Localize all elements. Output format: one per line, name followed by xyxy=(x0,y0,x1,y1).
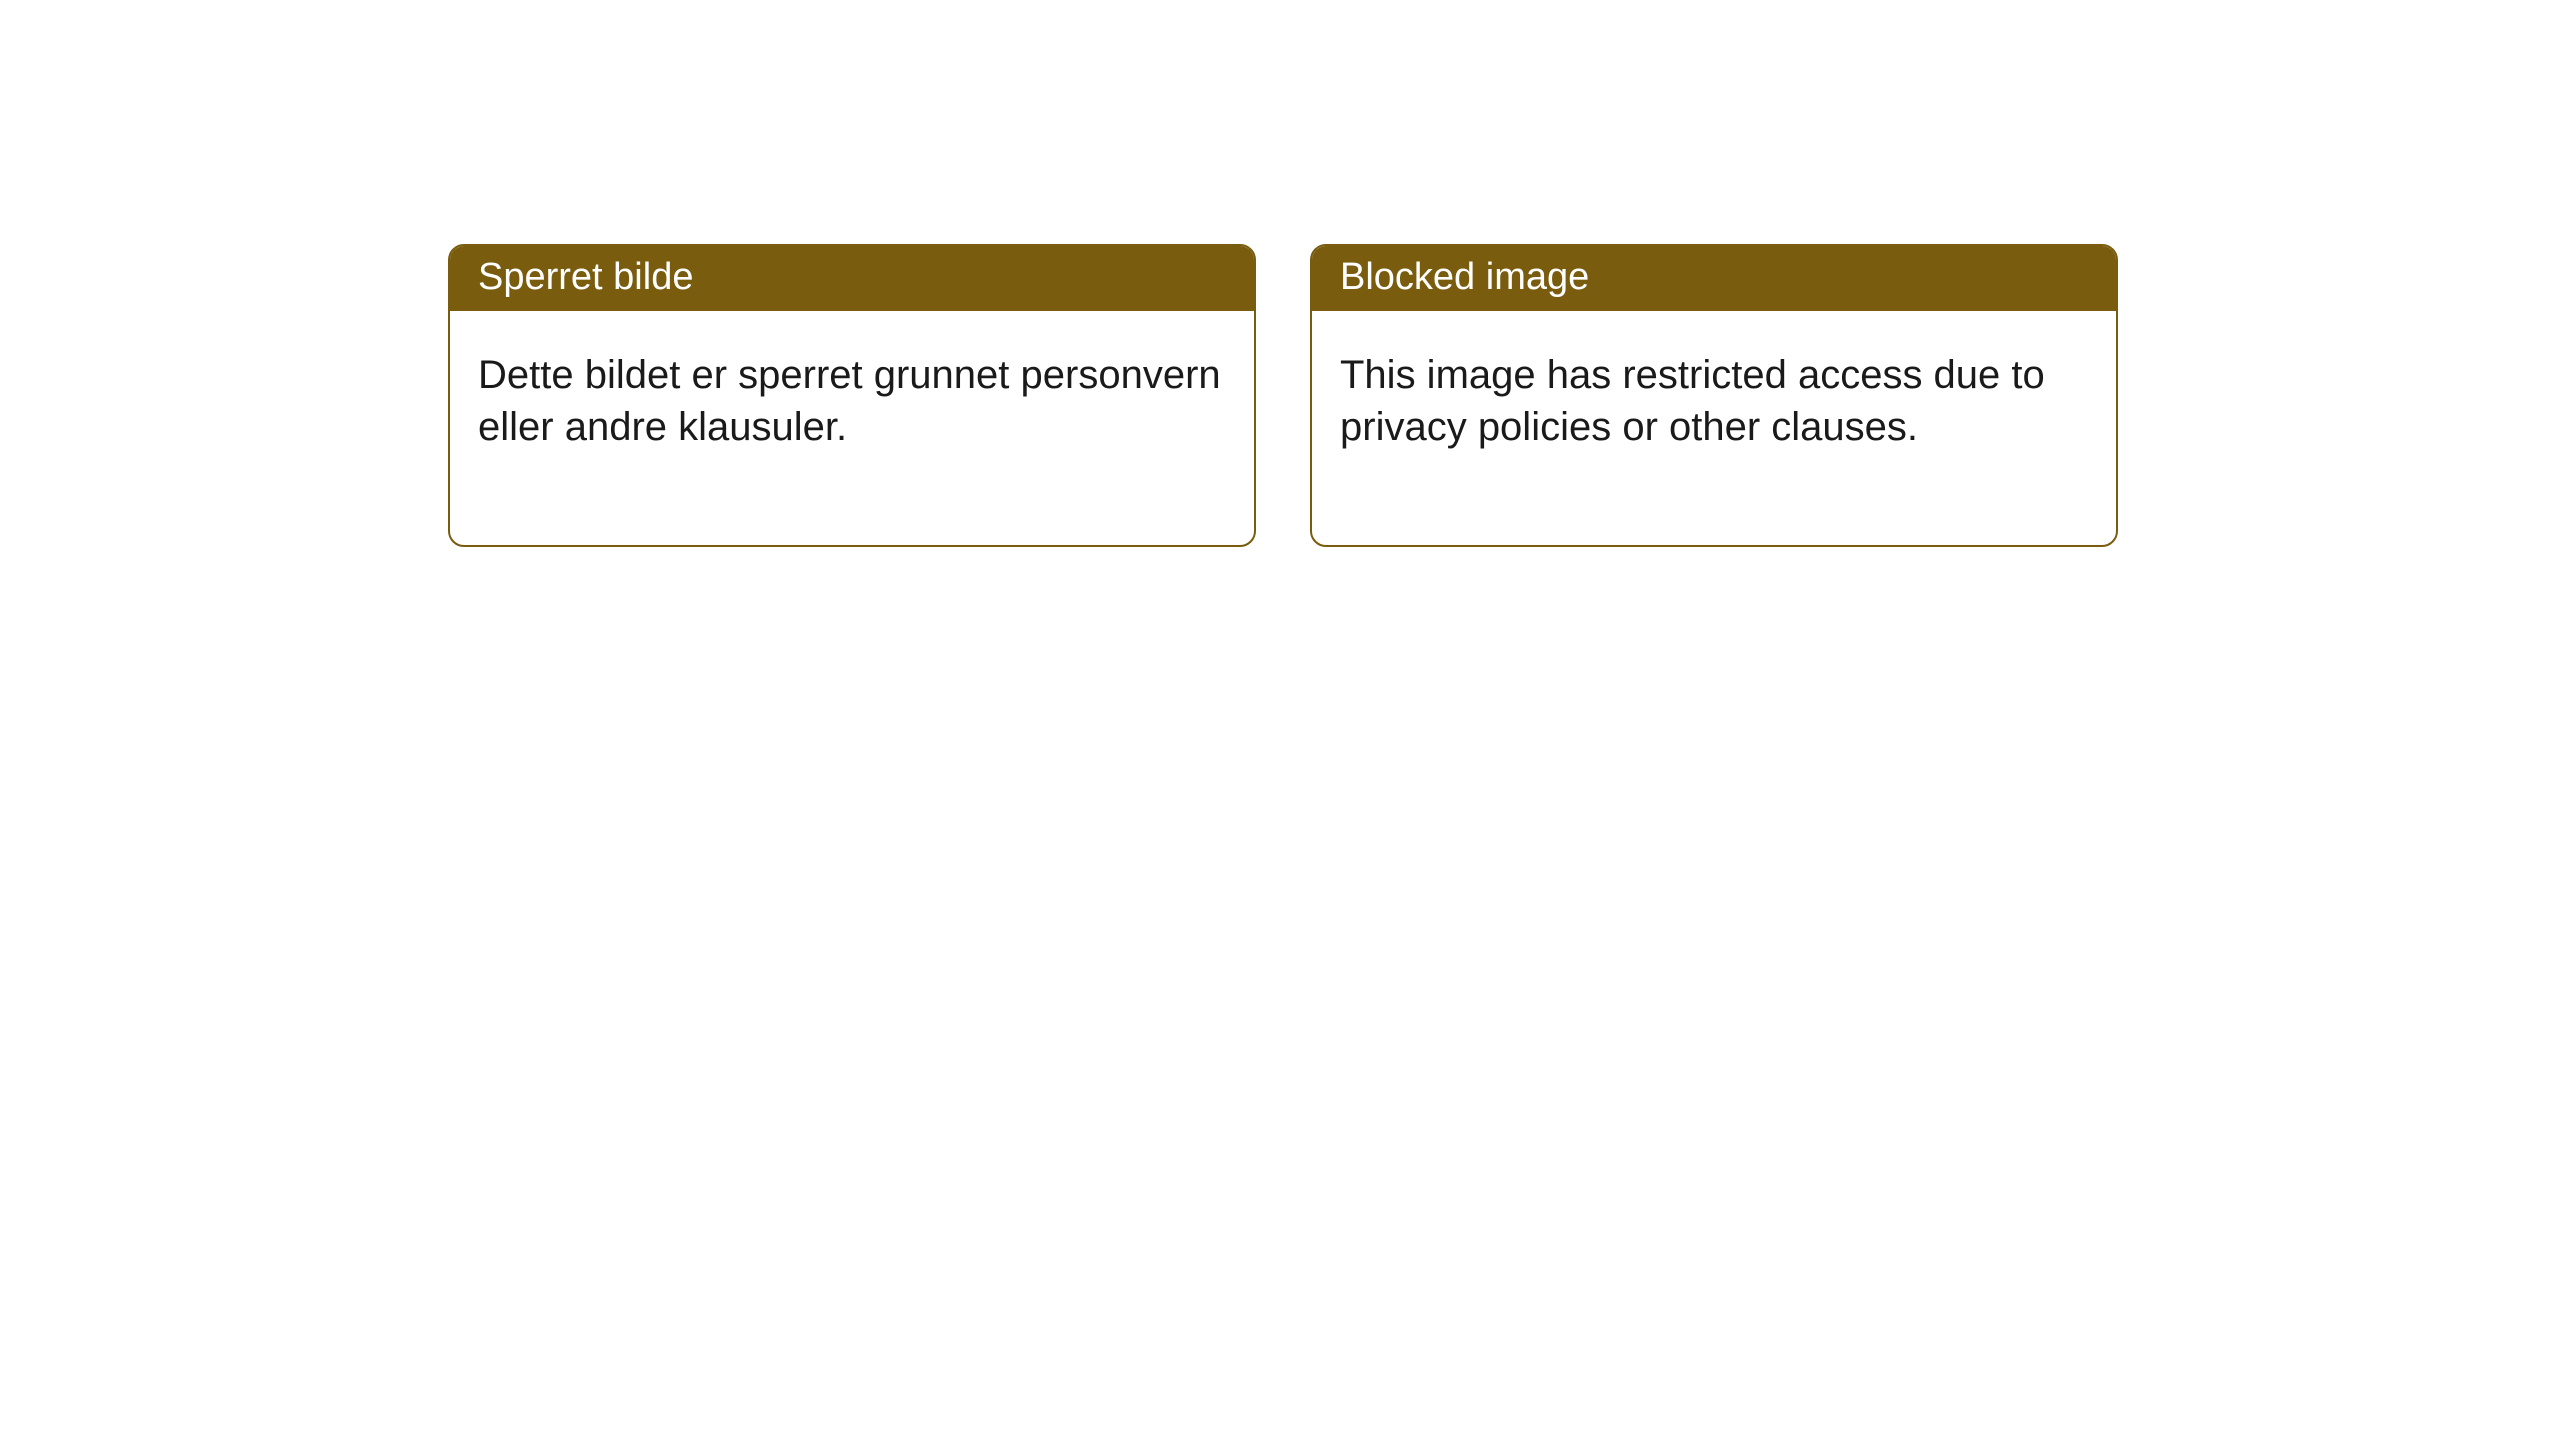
notice-body: This image has restricted access due to … xyxy=(1312,311,2116,545)
notice-title: Blocked image xyxy=(1340,256,1589,298)
notice-body-text: Dette bildet er sperret grunnet personve… xyxy=(478,353,1221,450)
notice-box-norwegian: Sperret bilde Dette bildet er sperret gr… xyxy=(448,244,1256,547)
notice-body-text: This image has restricted access due to … xyxy=(1340,353,2045,450)
notice-box-english: Blocked image This image has restricted … xyxy=(1310,244,2118,547)
notice-container: Sperret bilde Dette bildet er sperret gr… xyxy=(0,0,2560,547)
notice-title: Sperret bilde xyxy=(478,256,693,298)
notice-header: Blocked image xyxy=(1312,246,2116,311)
notice-body: Dette bildet er sperret grunnet personve… xyxy=(450,311,1254,545)
notice-header: Sperret bilde xyxy=(450,246,1254,311)
